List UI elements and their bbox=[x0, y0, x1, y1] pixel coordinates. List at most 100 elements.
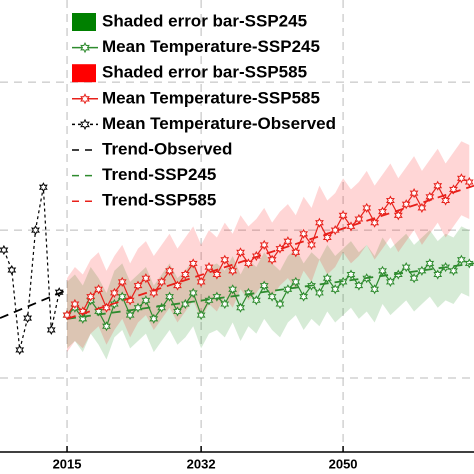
marker bbox=[441, 195, 451, 206]
error-band bbox=[67, 226, 470, 360]
marker bbox=[449, 265, 458, 276]
marker bbox=[78, 306, 88, 317]
legend-label: Mean Temperature-SSP245 bbox=[102, 37, 320, 56]
legend-marker bbox=[80, 118, 90, 131]
marker bbox=[425, 258, 435, 269]
marker bbox=[228, 284, 238, 295]
marker bbox=[165, 291, 174, 302]
marker bbox=[149, 313, 159, 324]
legend-swatch bbox=[72, 64, 96, 83]
trend-line bbox=[0, 289, 68, 319]
marker bbox=[299, 228, 309, 239]
marker bbox=[259, 280, 269, 291]
x-tick-label: 2050 bbox=[329, 456, 358, 471]
legend-label: Trend-SSP245 bbox=[102, 165, 216, 184]
legend: Shaded error bar-SSP245 Mean Temperature-… bbox=[72, 11, 336, 210]
marker bbox=[283, 284, 293, 295]
marker bbox=[165, 265, 174, 276]
marker bbox=[117, 276, 127, 287]
marker bbox=[102, 321, 111, 332]
marker bbox=[157, 276, 167, 287]
trend-line bbox=[66, 262, 474, 320]
legend-label: Shaded error bar-SSP245 bbox=[102, 11, 307, 30]
legend-swatch bbox=[72, 13, 96, 31]
marker bbox=[251, 295, 261, 306]
marker bbox=[259, 239, 269, 250]
legend-label: Mean Temperature-SSP585 bbox=[102, 88, 320, 107]
marker bbox=[7, 264, 17, 276]
marker bbox=[188, 287, 198, 298]
marker bbox=[86, 291, 96, 302]
marker bbox=[212, 269, 222, 280]
marker bbox=[31, 225, 40, 236]
legend-marker bbox=[80, 41, 90, 54]
marker bbox=[385, 195, 395, 206]
marker bbox=[322, 232, 332, 243]
marker bbox=[283, 236, 293, 247]
marker bbox=[23, 313, 33, 324]
marker bbox=[315, 217, 324, 228]
marker bbox=[0, 244, 9, 256]
marker bbox=[46, 324, 56, 335]
marker bbox=[449, 184, 458, 195]
legend-marker bbox=[80, 93, 90, 105]
marker bbox=[433, 269, 443, 280]
marker bbox=[275, 298, 285, 310]
marker bbox=[236, 247, 245, 258]
marker bbox=[133, 302, 143, 313]
marker bbox=[109, 287, 119, 298]
marker bbox=[62, 310, 72, 321]
marker bbox=[330, 225, 340, 236]
marker bbox=[456, 173, 466, 184]
marker bbox=[228, 265, 238, 276]
trend-line bbox=[66, 184, 474, 320]
marker bbox=[307, 239, 316, 250]
marker bbox=[180, 269, 190, 280]
marker bbox=[125, 295, 135, 306]
legend-label: Trend-Observed bbox=[102, 139, 232, 158]
marker bbox=[322, 273, 332, 284]
marker bbox=[417, 265, 427, 276]
marker bbox=[393, 210, 403, 221]
marker bbox=[409, 273, 419, 284]
marker bbox=[141, 273, 151, 284]
marker bbox=[315, 287, 324, 298]
marker bbox=[370, 284, 380, 295]
marker bbox=[70, 298, 80, 310]
marker bbox=[117, 291, 127, 302]
marker bbox=[299, 291, 309, 302]
marker bbox=[149, 287, 159, 298]
marker bbox=[267, 291, 277, 302]
series-line bbox=[3, 187, 60, 351]
marker bbox=[401, 199, 411, 210]
marker bbox=[125, 310, 135, 321]
marker bbox=[409, 188, 419, 199]
x-tick-label: 2032 bbox=[187, 456, 216, 471]
marker bbox=[196, 310, 206, 321]
marker bbox=[370, 217, 380, 228]
marker bbox=[15, 344, 25, 355]
x-tick-label: 2015 bbox=[53, 456, 82, 471]
marker bbox=[354, 280, 364, 291]
marker bbox=[401, 262, 411, 273]
marker bbox=[433, 180, 443, 191]
marker bbox=[464, 176, 474, 188]
marker bbox=[417, 202, 427, 213]
marker bbox=[196, 276, 206, 287]
legend-label: Mean Temperature-Observed bbox=[102, 114, 336, 133]
marker bbox=[338, 210, 348, 221]
marker bbox=[267, 254, 277, 265]
marker bbox=[456, 254, 466, 265]
marker bbox=[38, 182, 48, 193]
marker bbox=[362, 202, 372, 213]
marker bbox=[204, 262, 214, 273]
marker bbox=[220, 254, 230, 265]
legend-label: Shaded error bar-SSP585 bbox=[102, 63, 307, 82]
marker bbox=[173, 306, 182, 317]
marker bbox=[236, 302, 245, 313]
grid bbox=[0, 0, 474, 452]
marker bbox=[54, 287, 64, 298]
marker bbox=[220, 298, 230, 310]
legend-label: Trend-SSP585 bbox=[102, 191, 216, 210]
